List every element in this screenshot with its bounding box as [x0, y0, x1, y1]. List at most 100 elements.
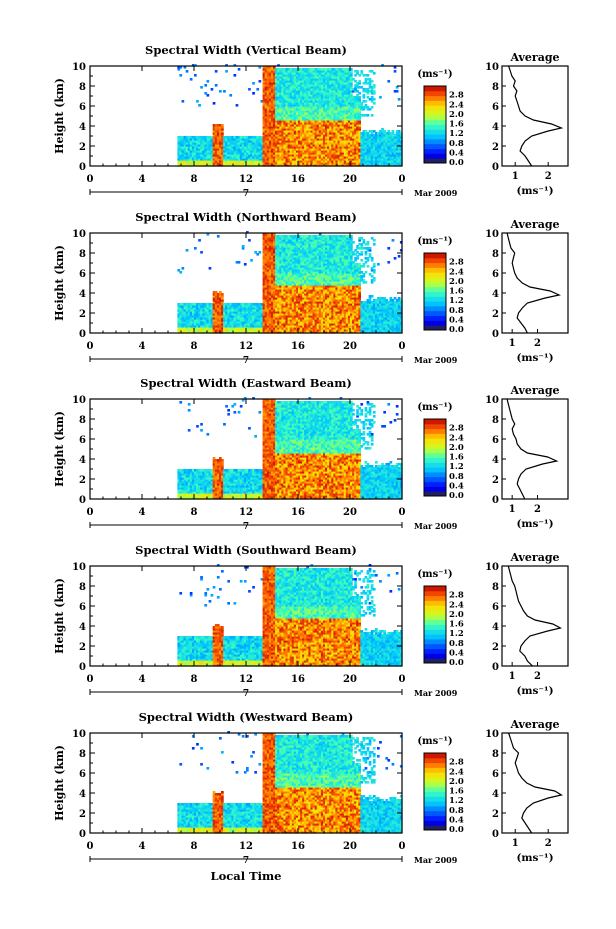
- heatmap-cell: [204, 140, 208, 143]
- heatmap-cell: [300, 100, 303, 103]
- heatmap-cell: [285, 94, 289, 97]
- heatmap-cell: [310, 148, 314, 151]
- heatmap-cell: [271, 80, 274, 83]
- heatmap-cell: [316, 100, 320, 103]
- heatmap-cell: [256, 146, 260, 149]
- heatmap-cell: [221, 142, 224, 145]
- heatmap-cell: [212, 126, 216, 129]
- heatmap-cell: [341, 88, 345, 91]
- heatmap-cell: [341, 104, 345, 107]
- heatmap-cell: [310, 162, 314, 165]
- heatmap-cell: [300, 138, 303, 141]
- heatmap-cell: [214, 84, 218, 87]
- heatmap-cell: [264, 162, 268, 165]
- heatmap-cell: [273, 116, 276, 119]
- heatmap-cell: [262, 144, 266, 147]
- heatmap-cell: [200, 152, 203, 155]
- heatmap-cell: [196, 160, 199, 163]
- heatmap-cell: [277, 156, 280, 159]
- heatmap-cell: [275, 154, 278, 157]
- heatmap-cell: [293, 160, 297, 163]
- heatmap-cell: [308, 112, 312, 115]
- heatmap-cell: [264, 116, 268, 119]
- heatmap-cell: [191, 150, 195, 153]
- date-label: Mar 2009: [414, 188, 458, 198]
- heatmap-cell: [298, 116, 301, 119]
- heatmap-cell: [196, 154, 199, 157]
- heatmap-cell: [279, 122, 282, 125]
- heatmap-cell: [354, 86, 357, 89]
- heatmap-cell: [183, 146, 187, 149]
- heatmap-cell: [214, 138, 218, 141]
- heatmap-cell: [264, 98, 268, 101]
- heatmap-cell: [295, 100, 299, 103]
- heatmap-cell: [214, 148, 218, 151]
- heatmap-cell: [287, 162, 291, 165]
- heatmap-cell: [289, 164, 293, 167]
- heatmap-cell: [320, 154, 324, 157]
- heatmap-cell: [318, 144, 322, 147]
- heatmap-cell: [352, 90, 355, 93]
- heatmap-cell: [200, 136, 203, 139]
- heatmap-cell: [345, 118, 349, 121]
- heatmap-cell: [271, 122, 274, 125]
- heatmap-cell: [268, 158, 272, 161]
- heatmap-cell: [337, 88, 341, 91]
- heatmap-cell: [194, 154, 197, 157]
- heatmap-cell: [266, 156, 270, 159]
- heatmap-cell: [352, 132, 355, 135]
- heatmap-cell: [200, 146, 203, 149]
- heatmap-cell: [291, 164, 295, 167]
- heatmap-cell: [323, 72, 326, 75]
- heatmap-cell: [229, 136, 233, 139]
- heatmap-cell: [314, 116, 318, 119]
- heatmap-cell: [262, 66, 266, 69]
- heatmap-cell: [295, 126, 299, 129]
- heatmap-cell: [306, 130, 309, 133]
- heatmap-cell: [191, 152, 195, 155]
- heatmap-cell: [341, 78, 345, 81]
- heatmap-cell: [289, 92, 293, 95]
- heatmap-cell: [283, 158, 287, 161]
- heatmap-cell: [331, 86, 334, 89]
- heatmap-cell: [185, 150, 189, 153]
- heatmap-cell: [196, 164, 199, 167]
- heatmap-cell: [314, 126, 318, 129]
- heatmap-cell: [325, 142, 328, 145]
- heatmap-cell: [237, 162, 241, 165]
- heatmap-cell: [285, 86, 289, 89]
- heatmap-cell: [327, 116, 330, 119]
- heatmap-cell: [227, 146, 230, 149]
- heatmap-cell: [291, 158, 295, 161]
- heatmap-cell: [341, 72, 345, 75]
- heatmap-cell: [200, 160, 203, 163]
- heatmap-cell: [264, 74, 268, 77]
- heatmap-cell: [354, 142, 357, 145]
- heatmap-cell: [212, 150, 216, 153]
- heatmap-cell: [250, 152, 253, 155]
- heatmap-cell: [350, 106, 353, 109]
- heatmap-cell: [312, 162, 316, 165]
- heatmap-cell: [329, 138, 332, 141]
- heatmap-cell: [318, 158, 322, 161]
- heatmap-cell: [298, 126, 301, 129]
- heatmap-cell: [266, 96, 270, 99]
- heatmap-cell: [339, 112, 343, 115]
- heatmap-cell: [266, 88, 270, 91]
- heatmap-cell: [318, 118, 322, 121]
- heatmap-cell: [235, 160, 239, 163]
- heatmap-cell: [352, 154, 355, 157]
- heatmap-cell: [339, 104, 343, 107]
- heatmap-cell: [329, 92, 332, 95]
- heatmap-cell: [210, 162, 214, 165]
- heatmap-cell: [181, 156, 185, 159]
- heatmap-cell: [323, 118, 326, 121]
- heatmap-cell: [314, 158, 318, 161]
- heatmap-cell: [350, 104, 353, 107]
- heatmap-cell: [318, 138, 322, 141]
- heatmap-cell: [287, 152, 291, 155]
- colorbar-swatch: [424, 124, 446, 130]
- heatmap-cell: [273, 158, 276, 161]
- heatmap-cell: [312, 146, 316, 149]
- heatmap-cell: [300, 134, 303, 137]
